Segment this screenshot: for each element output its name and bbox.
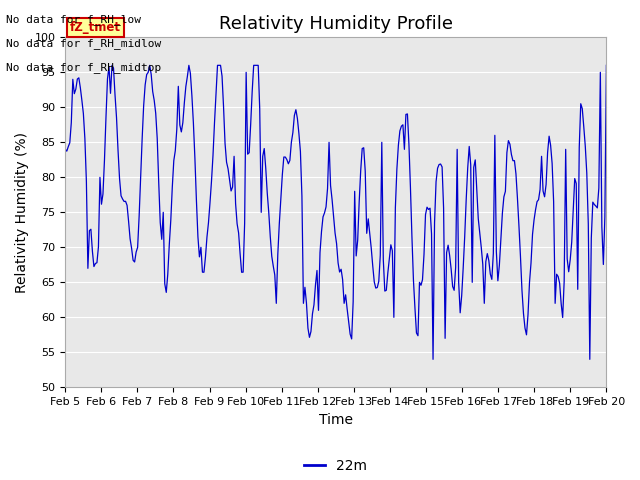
Text: No data for f_RH_midtop: No data for f_RH_midtop: [6, 62, 162, 73]
Y-axis label: Relativity Humidity (%): Relativity Humidity (%): [15, 132, 29, 293]
Text: fZ_tmet: fZ_tmet: [70, 21, 121, 34]
Title: Relativity Humidity Profile: Relativity Humidity Profile: [219, 15, 453, 33]
Legend: 22m: 22m: [299, 453, 373, 479]
Text: No data for f_RH_low: No data for f_RH_low: [6, 14, 141, 25]
Text: No data for f_RH_midlow: No data for f_RH_midlow: [6, 38, 162, 49]
X-axis label: Time: Time: [319, 413, 353, 427]
